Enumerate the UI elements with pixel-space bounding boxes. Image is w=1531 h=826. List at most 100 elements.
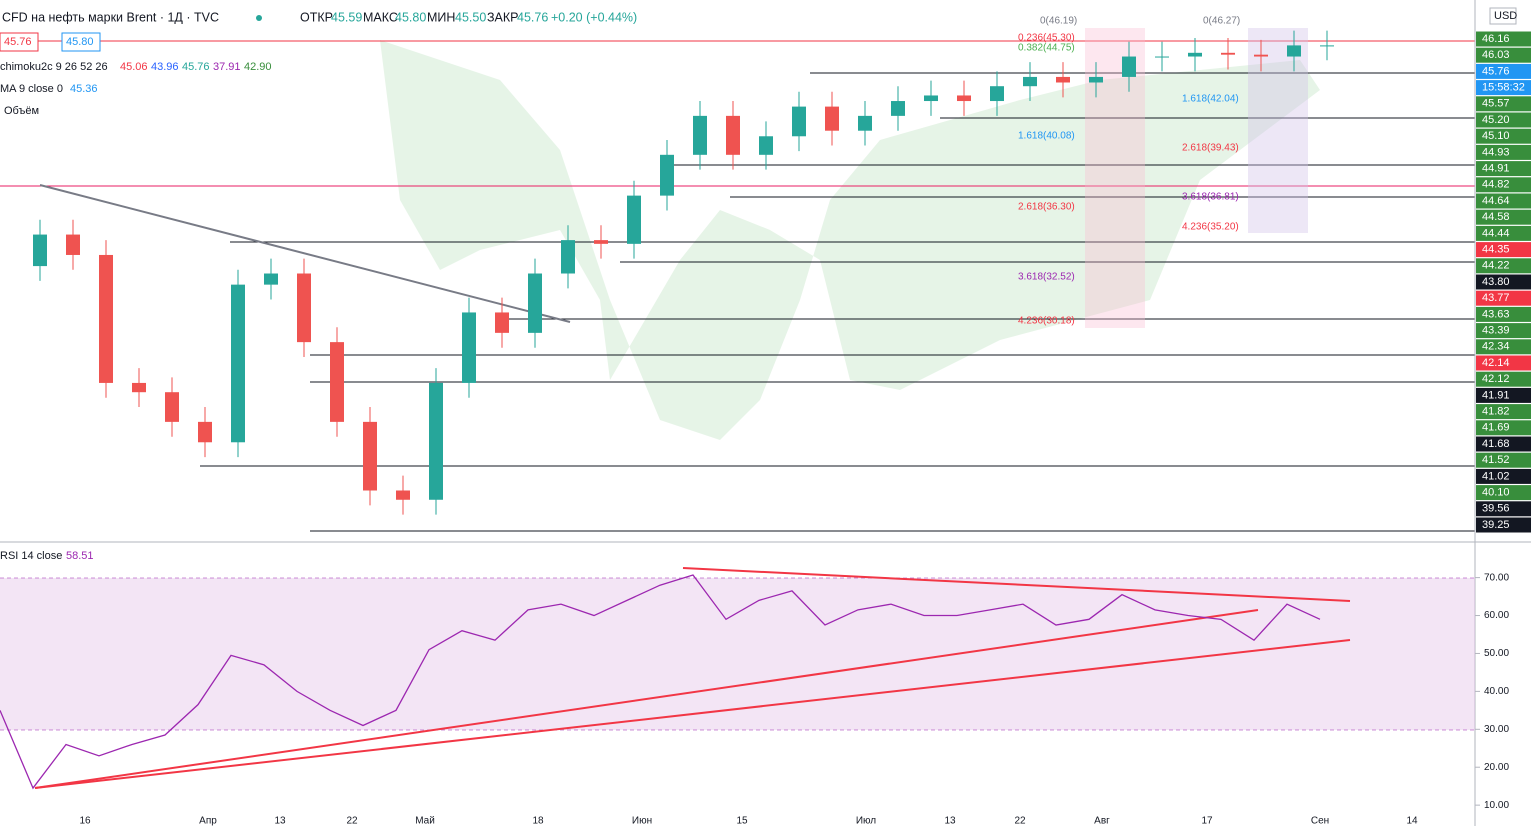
candle-body <box>924 95 938 102</box>
horizontal-lines <box>200 72 1475 532</box>
candle-body <box>1188 52 1202 57</box>
rsi-band <box>0 578 1475 730</box>
price-label-box <box>1476 63 1531 79</box>
price-label: 44.35 <box>1482 244 1510 256</box>
ohlc-value: 45.76 <box>517 10 548 24</box>
fib-label: 0(46.27) <box>1203 16 1240 27</box>
fib-label: 4.236(35.20) <box>1182 222 1239 233</box>
price-label: 41.91 <box>1482 389 1510 401</box>
indicator-name: Объём <box>4 105 39 117</box>
price-label: 46.16 <box>1482 33 1510 45</box>
candle-body <box>33 234 47 267</box>
price-label: 43.39 <box>1482 325 1510 337</box>
fib-label: 2.618(39.43) <box>1182 143 1239 154</box>
price-label: 43.63 <box>1482 308 1510 320</box>
price-label-box <box>1476 290 1531 306</box>
header: CFD на нефть марки Brent · 1Д · TVC ОТКР… <box>0 7 1517 117</box>
y-tick-label: 30.00 <box>1484 724 1509 735</box>
y-tick-label: 40.00 <box>1484 686 1509 697</box>
indicator-value: 42.90 <box>244 61 272 73</box>
price-label-box <box>1476 387 1531 403</box>
price-label-box <box>1476 209 1531 225</box>
price-label: 41.02 <box>1482 470 1510 482</box>
rsi-trend-lines <box>34 567 1351 789</box>
x-tick-label: 15 <box>736 816 748 826</box>
candle-body <box>1287 45 1301 57</box>
price-label-box <box>1476 501 1531 517</box>
x-tick-label: Май <box>415 816 435 826</box>
price-label-box <box>1476 420 1531 436</box>
y-tick-label: 20.00 <box>1484 762 1509 773</box>
x-tick-label: 14 <box>1406 816 1418 826</box>
price-label-box <box>1476 144 1531 160</box>
candle-body <box>1254 54 1268 57</box>
indicator-value: 45.36 <box>70 83 98 95</box>
candle-body <box>858 115 872 131</box>
bid: 45.76 <box>4 36 32 48</box>
price-label: 15:58:32 <box>1482 82 1525 94</box>
candle-body <box>264 273 278 285</box>
candle-body <box>792 106 806 137</box>
ohlc-label: МИН <box>427 10 455 24</box>
currency: USD <box>1494 10 1517 22</box>
price-label: 39.25 <box>1482 519 1510 531</box>
candle-body <box>1089 76 1103 83</box>
price-label-box <box>1476 355 1531 371</box>
price-label-box <box>1476 112 1531 128</box>
currency-box[interactable] <box>1489 7 1517 25</box>
fib-label: 0.382(44.75) <box>1018 43 1075 54</box>
x-tick-label: 18 <box>532 816 544 826</box>
price-label: 44.64 <box>1482 195 1510 207</box>
price-label: 44.22 <box>1482 260 1510 272</box>
price-label-box <box>1476 452 1531 468</box>
candle-body <box>990 86 1004 102</box>
price-label-box <box>1476 242 1531 258</box>
x-tick-label: 22 <box>1014 816 1026 826</box>
candle-body <box>99 254 113 383</box>
candle-body <box>330 342 344 422</box>
y-tick-label: 70.00 <box>1484 572 1509 583</box>
bid-box[interactable] <box>0 32 39 52</box>
price-label: 39.56 <box>1482 503 1510 515</box>
price-label-box <box>1476 47 1531 63</box>
candle-body <box>231 284 245 443</box>
candle-body <box>165 392 179 422</box>
candle-body <box>1023 76 1037 87</box>
rsi-title: RSI 14 close <box>0 550 62 562</box>
ask-box[interactable] <box>61 32 101 52</box>
price-label-box <box>1476 80 1531 96</box>
price-label: 41.52 <box>1482 454 1510 466</box>
fib-label: 0.236(45.30) <box>1018 33 1075 44</box>
price-label: 44.82 <box>1482 179 1510 191</box>
ohlc-value: 45.50 <box>455 10 486 24</box>
y-tick-label: 50.00 <box>1484 648 1509 659</box>
price-label: 41.82 <box>1482 406 1510 418</box>
x-tick-label: 16 <box>79 816 91 826</box>
x-tick-label: 17 <box>1201 816 1213 826</box>
price-label: 44.58 <box>1482 211 1510 223</box>
price-label-box <box>1476 161 1531 177</box>
price-label: 45.20 <box>1482 114 1510 126</box>
rsi-value: 58.51 <box>66 550 94 562</box>
price-label-box <box>1476 258 1531 274</box>
x-tick-label: Авг <box>1094 816 1110 826</box>
candle-body <box>726 115 740 155</box>
x-tick-label: 22 <box>346 816 358 826</box>
price-label: 44.93 <box>1482 146 1510 158</box>
candle-body <box>198 421 212 443</box>
price-label: 41.68 <box>1482 438 1510 450</box>
candle-body <box>297 273 311 343</box>
candle-body <box>462 312 476 383</box>
change: +0.20 (+0.44%) <box>551 10 637 24</box>
fib-label: 3.618(32.52) <box>1018 272 1075 283</box>
indicator-value: 37.91 <box>213 61 241 73</box>
price-label: 46.03 <box>1482 49 1510 61</box>
candle-body <box>660 154 674 196</box>
ohlc-value: 45.80 <box>395 10 426 24</box>
rsi-line <box>0 574 1321 790</box>
candle-body <box>759 136 773 155</box>
price-label-box <box>1476 128 1531 144</box>
x-tick-label: Июн <box>632 816 652 826</box>
price-label-box <box>1476 225 1531 241</box>
